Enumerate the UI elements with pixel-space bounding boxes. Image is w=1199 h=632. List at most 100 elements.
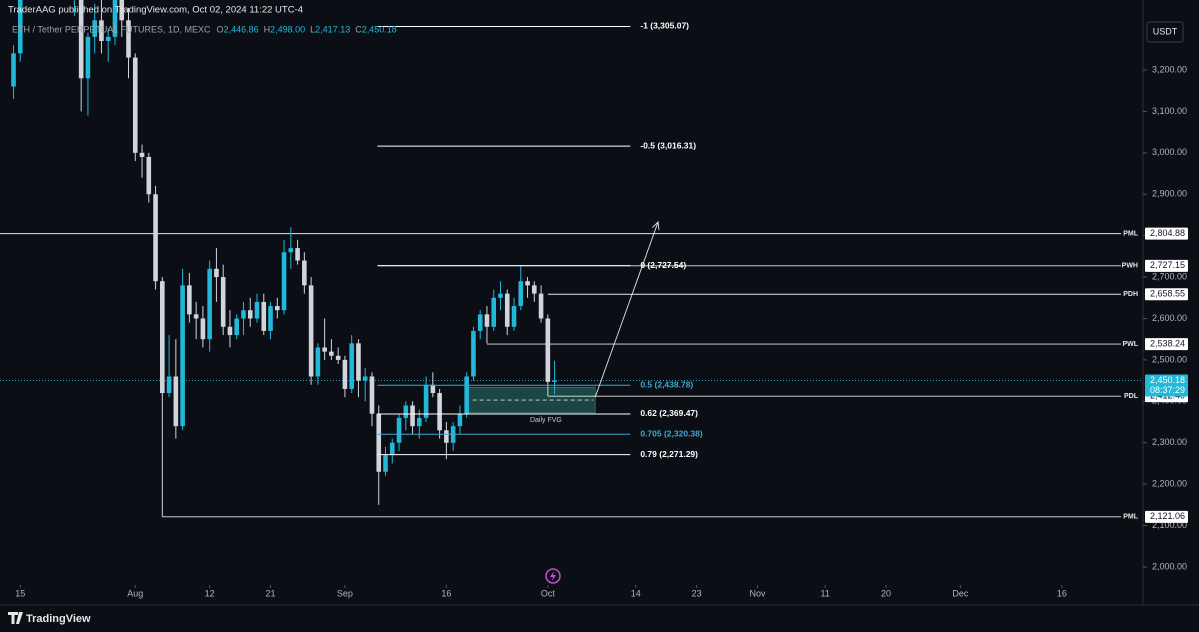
candle-body [335, 355, 341, 360]
candle-body [417, 417, 422, 427]
level-value: 2,727.15 [1150, 260, 1185, 270]
candle-body [396, 417, 402, 443]
x-tick-label: Dec [952, 588, 969, 598]
candle-body [498, 293, 503, 298]
candle-body [207, 268, 212, 340]
candle-body [17, 0, 23, 54]
candle-body [105, 36, 111, 42]
candle-body [349, 343, 354, 389]
x-tick-label: 16 [441, 588, 451, 598]
candle-body [288, 248, 294, 253]
y-tick-label: 2,000.00 [1152, 561, 1187, 571]
candle-body [281, 252, 287, 311]
fib-label: -1 (3,305.07) [640, 21, 689, 31]
candle-body [261, 301, 267, 331]
candle-body [193, 314, 199, 319]
candle-body [268, 306, 273, 331]
x-tick-label: 16 [1057, 588, 1067, 598]
candle-body [295, 248, 300, 261]
candle-body [342, 359, 348, 389]
candle-body [511, 306, 517, 327]
plot: Daily FVG -1 (3,305.07) -0.5 (3,016.31) 0 (… [0, 0, 1143, 518]
candle-body [437, 393, 442, 431]
candle-body [329, 351, 334, 356]
candle-body [92, 20, 97, 37]
candle-body [315, 347, 321, 377]
candle-body [153, 194, 158, 282]
brand[interactable]: TradingView [26, 613, 91, 625]
level-box [1145, 259, 1188, 272]
candle-body [85, 36, 91, 79]
candle-body [200, 318, 206, 340]
candle-body [234, 318, 240, 336]
candle-body [444, 430, 449, 443]
x-tick-label: 15 [15, 588, 25, 598]
y-tick-label: 3,100.00 [1152, 106, 1187, 116]
candle-body [322, 347, 327, 352]
candle-body [173, 376, 179, 427]
candle-body [484, 314, 490, 327]
candle-body [227, 326, 233, 336]
candle-body [538, 293, 544, 319]
x-tick-label: 21 [266, 588, 276, 598]
candle-body [410, 405, 415, 427]
logo [8, 612, 23, 624]
alert-icon[interactable] [545, 568, 561, 584]
candle-body [11, 53, 16, 87]
legend-key: O [217, 24, 224, 34]
y-tick-label: 2,100.00 [1152, 520, 1187, 530]
x-tick-label: 23 [692, 588, 702, 598]
legend-key: C [355, 24, 362, 34]
level-tag: PWH [1122, 263, 1138, 270]
y-tick-label: 2,700.00 [1152, 271, 1187, 281]
y-tick-label: 3,000.00 [1152, 147, 1187, 157]
fib-label: 0.62 (2,369.47) [640, 408, 698, 418]
x-tick-label: 20 [881, 588, 891, 598]
level-value: 2,658.55 [1150, 289, 1185, 299]
level-tag: PDL [1124, 393, 1139, 400]
legend-value: 2,498.00 [270, 24, 305, 34]
candle-body [430, 384, 436, 394]
y-tick-label: 2,900.00 [1152, 189, 1187, 199]
candle-body [457, 413, 463, 427]
candle-body [471, 330, 476, 377]
ohlc-legend: O 2,446.86 H 2,498.00 L 2,417.13 C 2,450.18 [217, 24, 397, 34]
level-box [1145, 227, 1188, 240]
candle-body [247, 310, 253, 319]
last-price: 2,450.18 [1150, 375, 1185, 385]
currency[interactable]: USDT [1153, 26, 1178, 36]
candle-body [132, 57, 138, 153]
fib-label: -0.5 (3,016.31) [640, 140, 696, 150]
level-value: 2,121.06 [1150, 511, 1185, 521]
arrow-head [652, 221, 660, 230]
candle-body [545, 318, 551, 382]
candle-body [112, 0, 118, 37]
alert-bolt [550, 571, 556, 581]
candle-body [464, 376, 469, 414]
candle-body [78, 0, 84, 79]
level-tag: PML [1123, 230, 1139, 237]
candle-body [532, 285, 537, 294]
x-tick-label: 14 [631, 588, 641, 598]
y-tick-label: 2,600.00 [1152, 313, 1187, 323]
currency-box[interactable] [1146, 21, 1184, 43]
level-tag: PML [1123, 514, 1139, 521]
candle-body [389, 442, 395, 456]
legend-value: 2,446.86 [224, 24, 259, 34]
countdown: 08:37:29 [1150, 385, 1185, 395]
candle-body [525, 281, 530, 286]
candle-body [518, 281, 524, 307]
candle-body [403, 405, 409, 418]
y-tick-label: 3,200.00 [1152, 64, 1187, 74]
candle-body [166, 376, 172, 394]
y-tick-label: 2,300.00 [1152, 437, 1187, 447]
x-tick-label: 11 [820, 588, 829, 598]
candle-body [126, 20, 131, 58]
candle-body [308, 285, 314, 377]
candle-body [119, 0, 125, 21]
candle-body [376, 413, 382, 472]
candle-body [383, 455, 388, 472]
publisher: TraderAAG published on TradingView.com, … [8, 5, 303, 16]
candle-body [254, 301, 260, 319]
